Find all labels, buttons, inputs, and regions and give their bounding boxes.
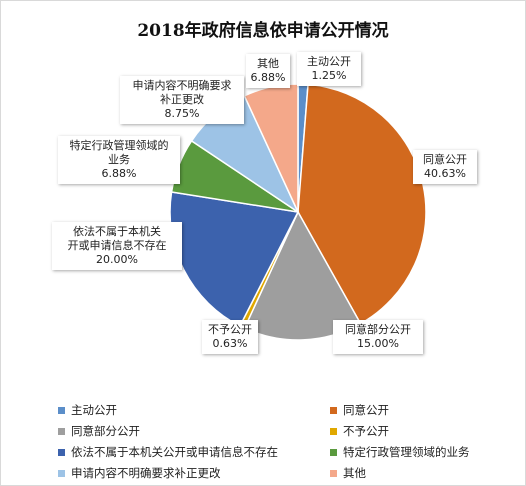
legend-item: 不予公开 — [330, 423, 508, 439]
pie-slice — [297, 83, 427, 325]
legend-item: 其他 — [330, 465, 508, 481]
chart-title: 2018年政府信息依申请公开情况 — [137, 21, 389, 41]
legend-label: 依法不属于本机关公开或申请信息不存在 — [71, 445, 278, 459]
data-label: 不予公开 0.63% — [202, 320, 258, 354]
data-label-name: 其他 — [257, 57, 279, 70]
data-label-name: 特定行政管理领域的 — [69, 139, 169, 152]
legend-swatch — [58, 448, 65, 456]
data-label-value: 1.25% — [311, 69, 347, 82]
pie-slice — [169, 191, 300, 328]
legend-item: 依法不属于本机关公开或申请信息不存在 — [58, 444, 330, 460]
legend-label: 同意公开 — [343, 403, 389, 417]
data-label: 主动公开 1.25% — [297, 52, 361, 86]
legend-label: 不予公开 — [343, 424, 389, 438]
legend-swatch — [330, 448, 337, 456]
data-label-name: 不予公开 — [208, 323, 252, 336]
legend-swatch — [58, 469, 65, 477]
data-label-name: 主动公开 — [307, 55, 351, 68]
data-label-name: 同意公开 — [423, 153, 467, 166]
legend: 主动公开 同意公开同意部分公开 不予公开依法不属于本机关公开或申请信息不存在 特定行政… — [58, 402, 508, 481]
legend-swatch — [330, 427, 337, 435]
data-label-name: 业务 — [108, 153, 130, 166]
legend-label: 申请内容不明确要求补正更改 — [71, 466, 221, 480]
data-label: 特定行政管理领域的 业务 6.88% — [58, 136, 180, 184]
data-label-value: 40.63% — [424, 167, 466, 180]
data-label-name: 补正更改 — [160, 93, 204, 106]
legend-swatch — [330, 406, 337, 414]
legend-item: 特定行政管理领域的业务 — [330, 444, 508, 460]
legend-swatch — [58, 427, 65, 435]
legend-item: 申请内容不明确要求补正更改 — [58, 465, 330, 481]
legend-item: 主动公开 — [58, 402, 330, 418]
legend-label: 同意部分公开 — [71, 424, 140, 438]
legend-swatch — [58, 406, 65, 414]
legend-item: 同意公开 — [330, 402, 508, 418]
data-label-name: 依法不属于本机关 — [73, 225, 161, 238]
legend-label: 特定行政管理领域的业务 — [343, 445, 470, 459]
data-label-value: 6.88% — [101, 167, 137, 180]
data-label-name: 开或申请信息不存在 — [67, 239, 167, 252]
legend-item: 同意部分公开 — [58, 423, 330, 439]
data-label-name: 申请内容不明确要求 — [132, 79, 232, 92]
data-label-value: 15.00% — [357, 337, 399, 350]
data-label: 同意公开 40.63% — [413, 150, 477, 184]
data-label-value: 0.63% — [212, 337, 248, 350]
data-label-name: 同意部分公开 — [345, 323, 411, 336]
legend-swatch — [330, 469, 337, 477]
data-label: 同意部分公开 15.00% — [333, 320, 423, 354]
data-label-value: 8.75% — [164, 107, 200, 120]
data-label-value: 6.88% — [250, 71, 286, 84]
data-label: 申请内容不明确要求 补正更改 8.75% — [120, 76, 244, 124]
legend-label: 其他 — [343, 466, 366, 480]
legend-label: 主动公开 — [71, 403, 117, 417]
data-label: 其他 6.88% — [246, 54, 290, 88]
data-label: 依法不属于本机关 开或申请信息不存在 20.00% — [52, 222, 182, 270]
data-label-value: 20.00% — [96, 253, 138, 266]
